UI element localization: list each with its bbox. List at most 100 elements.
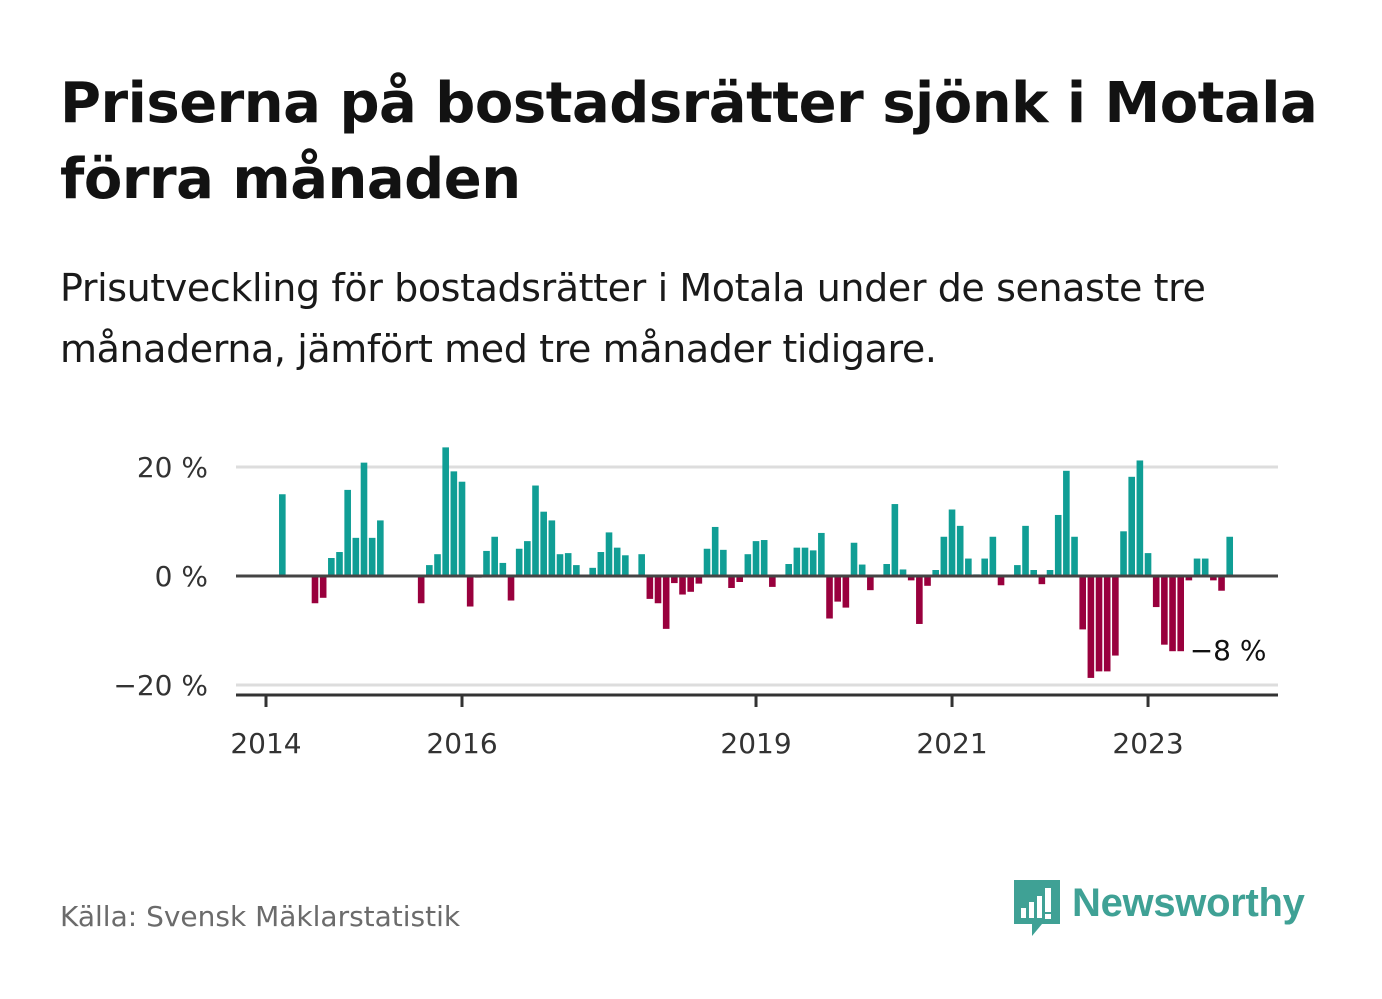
bar — [319, 576, 327, 598]
bar — [1210, 576, 1217, 581]
y-tick-label: −20 % — [113, 669, 208, 702]
bar — [1022, 525, 1029, 576]
bar — [1218, 576, 1225, 591]
x-tick-label: 2021 — [916, 727, 987, 760]
bar — [1152, 576, 1160, 608]
bar — [1169, 576, 1176, 652]
bar — [352, 537, 360, 576]
newsworthy-logo-icon — [1014, 880, 1060, 936]
bar — [850, 542, 858, 576]
bar — [858, 564, 866, 576]
bar — [499, 562, 507, 576]
bar — [793, 547, 801, 576]
bar — [1201, 558, 1209, 576]
bar — [377, 520, 384, 576]
chart-subtitle: Prisutveckling för bostadsrätter i Motal… — [60, 266, 1206, 371]
bar — [507, 576, 515, 601]
bar — [1226, 536, 1234, 576]
bar — [540, 511, 547, 576]
bar — [1136, 460, 1144, 576]
bar — [417, 576, 425, 604]
bar — [899, 569, 907, 576]
bar — [760, 540, 768, 576]
bar — [1030, 570, 1037, 576]
bar — [1112, 576, 1119, 656]
x-tick-label: 2019 — [720, 727, 791, 760]
bar — [883, 564, 890, 576]
bar — [679, 576, 686, 595]
bar — [981, 558, 988, 576]
bar — [360, 462, 368, 576]
bar — [605, 532, 613, 576]
bar — [891, 504, 899, 576]
bar — [989, 536, 997, 576]
bar — [1161, 576, 1168, 645]
bar — [1193, 558, 1201, 576]
bar — [589, 567, 596, 576]
bar — [556, 554, 564, 576]
bar — [515, 548, 523, 576]
bar — [311, 576, 319, 604]
bar — [1185, 576, 1193, 581]
bar — [1103, 576, 1111, 672]
bar — [662, 576, 670, 629]
bar — [573, 565, 580, 576]
bar — [907, 576, 915, 581]
bar — [646, 576, 654, 599]
bar — [1046, 570, 1054, 576]
bar — [1087, 576, 1095, 678]
bar — [809, 550, 817, 576]
bar — [744, 554, 752, 576]
bar — [997, 576, 1005, 586]
bar — [328, 558, 335, 576]
bar — [948, 509, 956, 576]
label-layer: 20 % 0 % −20 % 2014 2016 2019 2021 2023 −8 % — [113, 451, 1266, 760]
x-tick-label: 2023 — [1112, 727, 1183, 760]
bar — [368, 537, 376, 576]
bar — [1144, 553, 1152, 576]
bar — [695, 576, 703, 584]
bar — [687, 576, 694, 592]
bar — [769, 576, 776, 587]
bar — [1128, 476, 1135, 576]
source-note: Källa: Svensk Mäklarstatistik — [60, 900, 461, 933]
bar — [654, 576, 662, 604]
bar — [1063, 470, 1070, 576]
bar — [1071, 536, 1078, 576]
bar — [336, 552, 343, 576]
bar — [548, 520, 556, 576]
bar — [720, 549, 727, 576]
bar — [434, 554, 441, 576]
last-value-label: −8 % — [1190, 634, 1267, 667]
y-tick-label: 20 % — [137, 451, 208, 484]
bar — [1177, 576, 1184, 652]
bar — [638, 554, 645, 576]
bar — [597, 552, 605, 576]
bar — [450, 471, 458, 576]
bar — [622, 555, 629, 576]
grid-layer — [236, 465, 1278, 687]
bar — [1095, 576, 1103, 672]
bar — [826, 576, 833, 619]
bar — [1038, 576, 1046, 585]
axis-layer — [236, 574, 1278, 707]
bar — [801, 547, 809, 576]
bar — [426, 565, 433, 576]
bar — [842, 576, 850, 608]
bar — [785, 564, 792, 576]
bar — [916, 576, 923, 624]
bar — [965, 558, 972, 576]
bar — [442, 447, 449, 576]
bar-chart: 20 % 0 % −20 % 2014 2016 2019 2021 2023 −8 % — [113, 447, 1278, 760]
chart-title: Priserna på bostadsrätter sjönk i Motala… — [60, 71, 1318, 212]
bar — [1054, 514, 1062, 576]
x-tick-label: 2016 — [426, 727, 497, 760]
bar — [736, 576, 743, 582]
bar — [524, 541, 531, 576]
bar — [458, 481, 466, 576]
bar — [613, 547, 621, 576]
bar — [1120, 531, 1127, 576]
bar — [932, 570, 939, 576]
bar — [728, 576, 735, 588]
y-tick-label: 0 % — [155, 560, 208, 593]
